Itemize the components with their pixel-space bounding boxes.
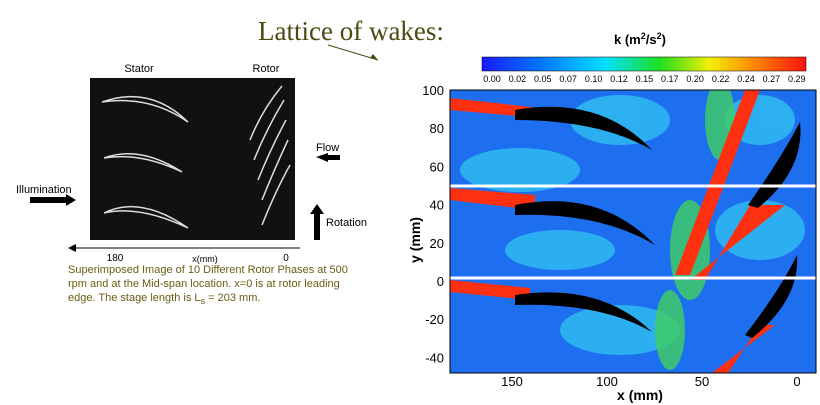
- tick-label: 0.15: [636, 74, 654, 84]
- tick-label: 0.12: [610, 74, 628, 84]
- arrow: [327, 44, 379, 61]
- tick-label: 0.29: [788, 74, 806, 84]
- y-axis-label: y (mm): [407, 217, 423, 263]
- x-axis-label: x (mm): [617, 387, 663, 403]
- colorbar-title: k (m2/s2): [614, 31, 666, 47]
- arrow: [316, 153, 340, 162]
- label: Stator: [124, 63, 154, 75]
- tick-label: 0.17: [661, 74, 679, 84]
- plot-frame: [449, 89, 817, 374]
- tick-label: 0.07: [559, 74, 577, 84]
- tick-label: 0.05: [534, 74, 552, 84]
- photo: [90, 78, 295, 240]
- tick-label: 60: [430, 159, 444, 174]
- arrow: [310, 204, 324, 240]
- tick-label: 0: [283, 253, 289, 264]
- caption: Superimposed Image of 10 Different Rotor…: [68, 264, 348, 307]
- arrow: [68, 244, 76, 252]
- tick-label: 80: [430, 121, 444, 136]
- label: Rotor: [253, 63, 280, 75]
- label: Rotation: [326, 217, 367, 229]
- tick-label: 0.24: [737, 74, 755, 84]
- arrow-head: [370, 54, 378, 60]
- axis-label: x(mm): [192, 254, 218, 264]
- arrow: [30, 194, 76, 206]
- tick-label: 0.27: [763, 74, 781, 84]
- tick-label: 0.00: [483, 74, 501, 84]
- tick-label: 180: [107, 253, 124, 264]
- colorbar: [481, 56, 807, 72]
- photo-blades: [101, 85, 291, 229]
- tick-label: 0: [437, 274, 444, 289]
- tick-label: -40: [425, 350, 444, 365]
- tick-label: 0: [793, 374, 800, 389]
- slide-title: Lattice of wakes:: [258, 16, 444, 46]
- tick-label: 20: [430, 236, 444, 251]
- tick-label: 50: [695, 374, 709, 389]
- contour-field: [450, 90, 816, 373]
- label: Illumination: [16, 184, 72, 196]
- tick-label: -20: [425, 312, 444, 327]
- tick-label: 0.02: [509, 74, 527, 84]
- tick-label: 0.10: [585, 74, 603, 84]
- tick-label: 100: [422, 83, 444, 98]
- tick-label: 40: [430, 198, 444, 213]
- label: Flow: [316, 142, 339, 154]
- tick-label: 100: [596, 374, 618, 389]
- tick-label: 150: [501, 374, 523, 389]
- tick-label: 0.20: [686, 74, 704, 84]
- tick-label: 0.22: [712, 74, 730, 84]
